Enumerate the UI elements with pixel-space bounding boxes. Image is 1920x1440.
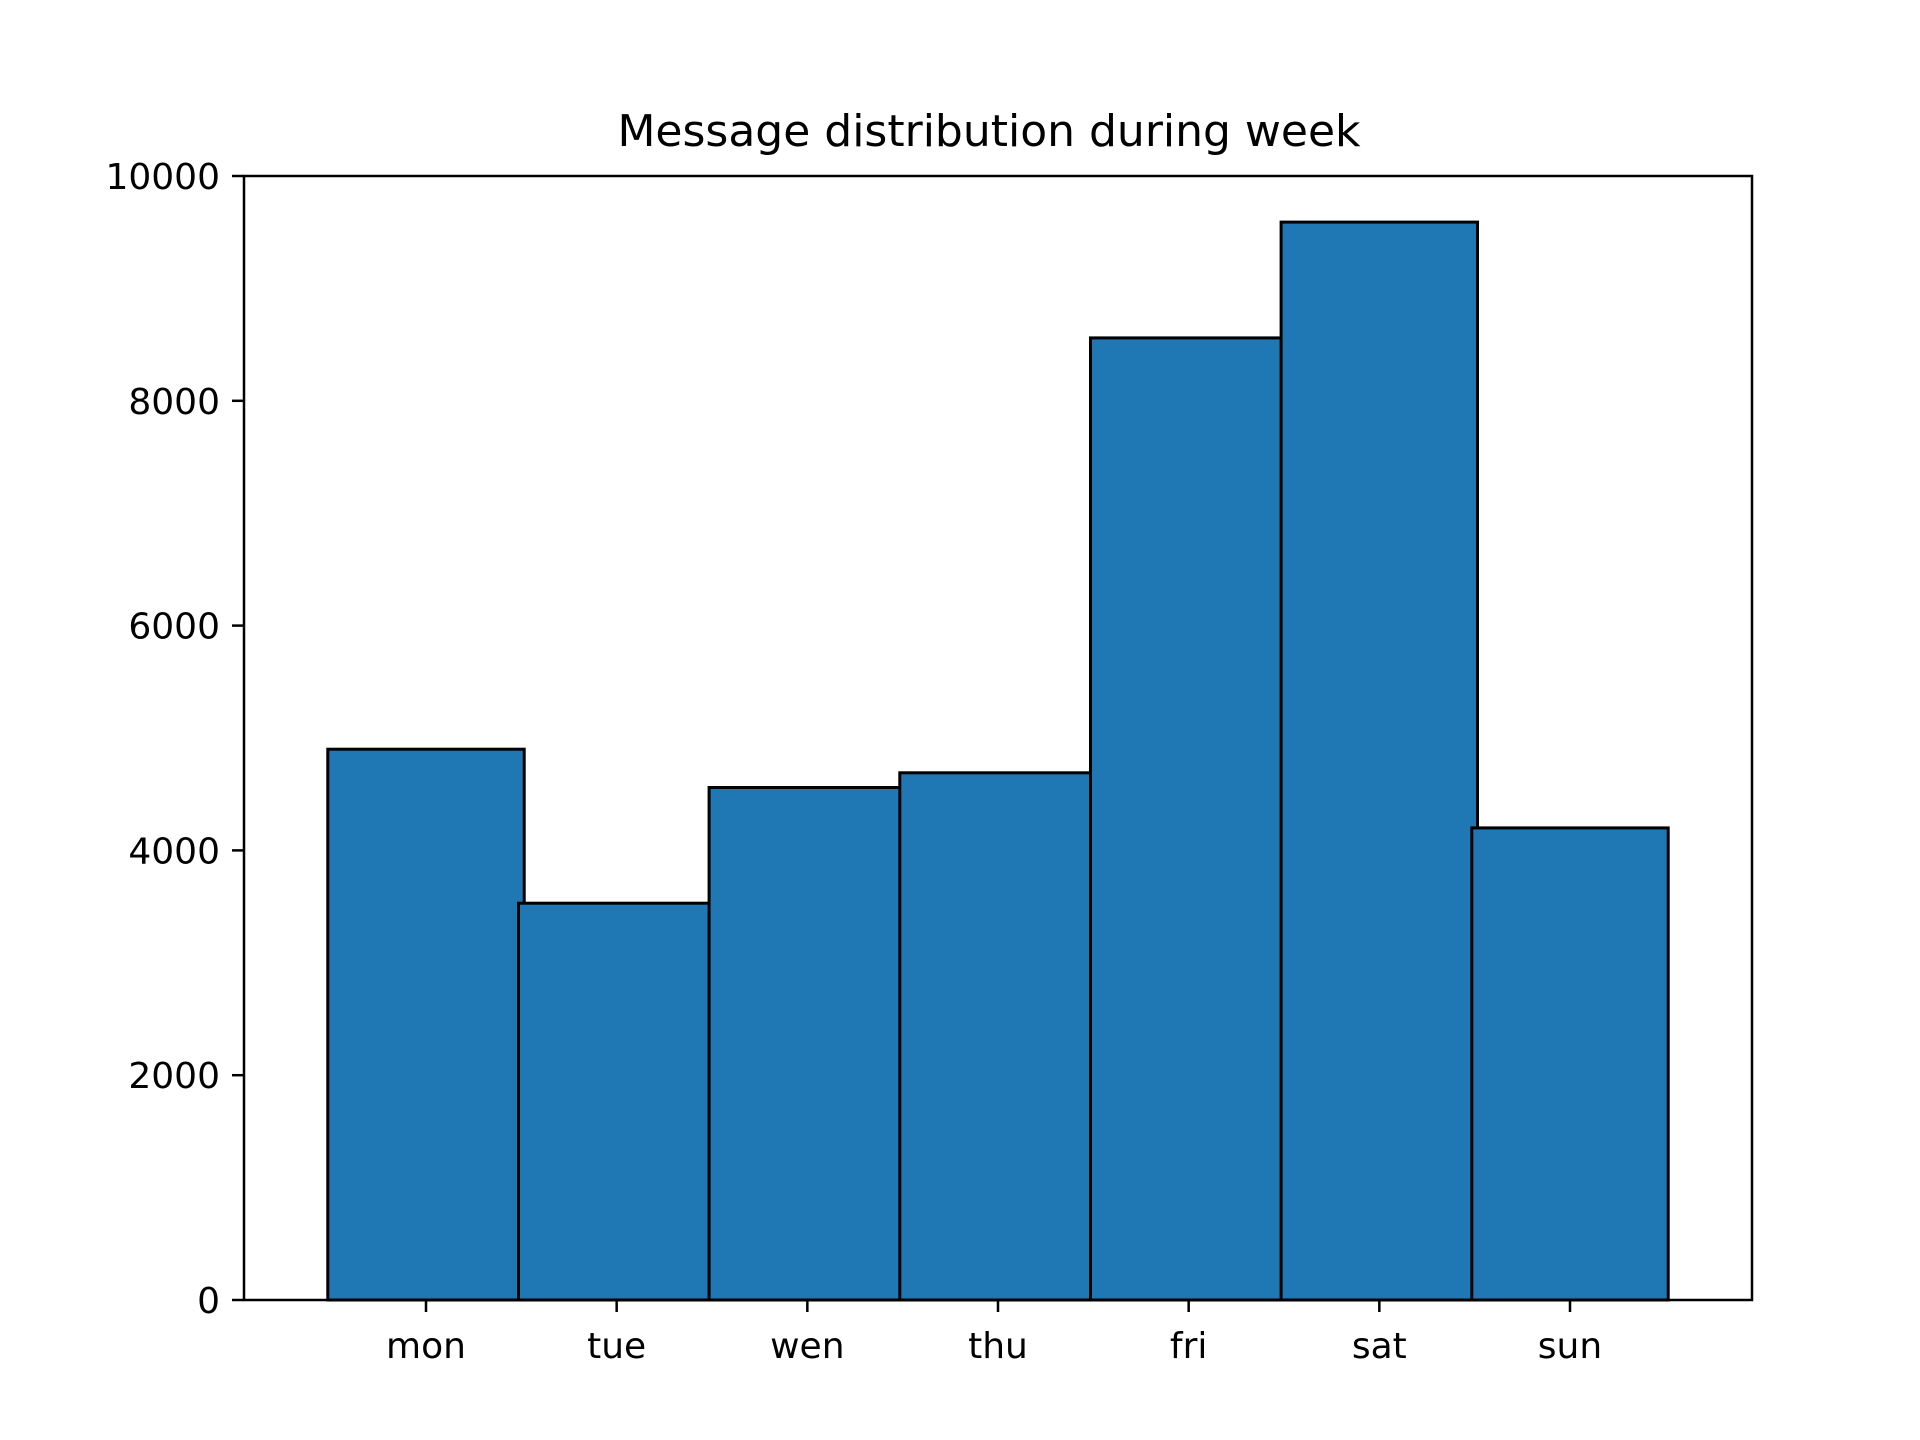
- bar-mon: [326, 747, 526, 1302]
- y-tick-label-0: 0: [197, 1281, 220, 1322]
- x-axis: mon tue wen thu fri sat sun: [386, 1300, 1602, 1367]
- y-tick-label-4000: 4000: [128, 831, 220, 872]
- bar-fri: [1089, 336, 1289, 1302]
- y-axis: 0 2000 4000 6000 8000 10000: [105, 157, 244, 1322]
- x-tick-label-sat: sat: [1352, 1326, 1407, 1367]
- bar-thu: [898, 771, 1098, 1302]
- y-tick-label-10000: 10000: [105, 157, 220, 198]
- plot-frame: [242, 174, 1754, 1302]
- x-tick-label-wen: wen: [770, 1326, 844, 1367]
- y-tick-label-2000: 2000: [128, 1056, 220, 1097]
- x-tick-label-thu: thu: [968, 1326, 1028, 1367]
- x-tick-label-fri: fri: [1170, 1326, 1207, 1367]
- bar-sun: [1470, 826, 1670, 1302]
- chart-title: Message distribution during week: [617, 106, 1361, 157]
- x-tick-label-sun: sun: [1538, 1326, 1602, 1367]
- x-tick-label-tue: tue: [587, 1326, 646, 1367]
- bar-tue: [517, 901, 717, 1302]
- y-tick-label-8000: 8000: [128, 382, 220, 423]
- bars-group: [326, 220, 1670, 1302]
- bar-sat: [1279, 220, 1479, 1302]
- bar-wen: [707, 786, 907, 1302]
- y-tick-label-6000: 6000: [128, 607, 220, 648]
- x-tick-label-mon: mon: [386, 1326, 466, 1367]
